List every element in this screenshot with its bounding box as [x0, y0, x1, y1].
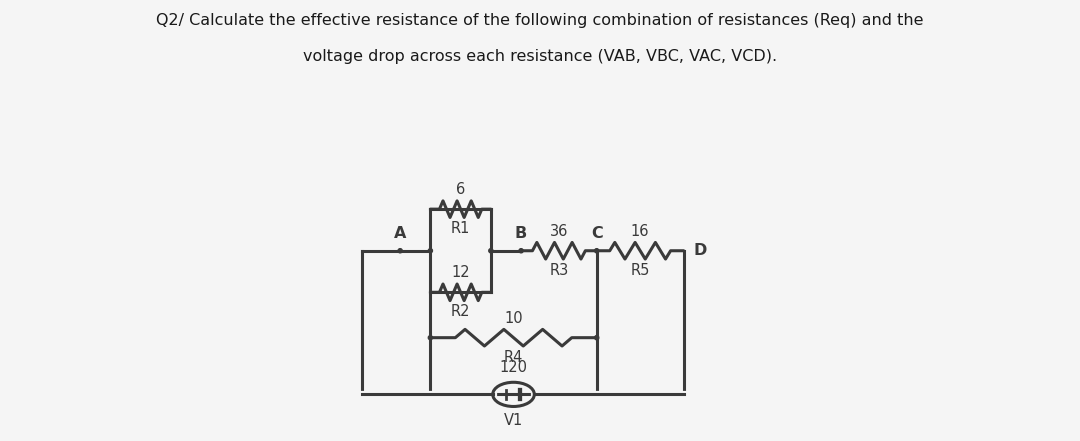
- Text: B: B: [515, 226, 527, 241]
- Circle shape: [399, 249, 402, 253]
- Text: 10: 10: [504, 310, 523, 325]
- Text: A: A: [394, 226, 406, 241]
- Text: C: C: [591, 226, 603, 241]
- Circle shape: [595, 336, 598, 340]
- Text: 6: 6: [456, 182, 465, 197]
- Text: R1: R1: [451, 221, 470, 236]
- Text: Q2/ Calculate the effective resistance of the following combination of resistanc: Q2/ Calculate the effective resistance o…: [157, 13, 923, 28]
- Text: 120: 120: [500, 360, 527, 375]
- Circle shape: [595, 249, 598, 253]
- Text: voltage drop across each resistance (VAB, VBC, VAC, VCD).: voltage drop across each resistance (VAB…: [302, 49, 778, 64]
- Circle shape: [429, 336, 432, 340]
- Circle shape: [429, 249, 432, 253]
- Text: 12: 12: [451, 265, 470, 280]
- Text: 36: 36: [550, 224, 568, 239]
- Text: R4: R4: [504, 350, 523, 365]
- Text: V1: V1: [504, 413, 523, 428]
- Text: 16: 16: [631, 224, 649, 239]
- Circle shape: [519, 249, 523, 253]
- Text: R2: R2: [450, 304, 471, 319]
- Text: D: D: [693, 243, 706, 258]
- Circle shape: [489, 249, 492, 253]
- Text: R3: R3: [550, 263, 568, 278]
- Text: R5: R5: [631, 263, 650, 278]
